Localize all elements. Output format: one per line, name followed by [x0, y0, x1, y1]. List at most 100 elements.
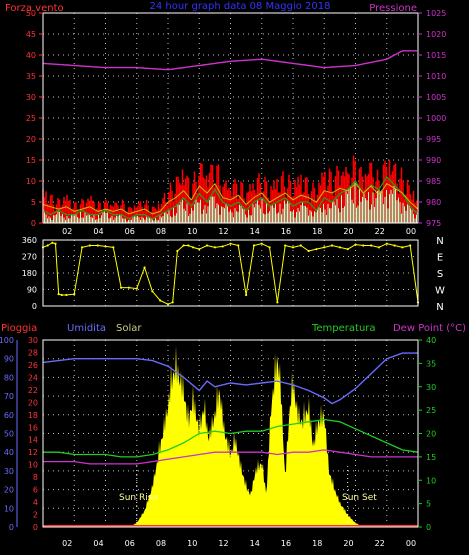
direction-point — [73, 292, 76, 296]
direction-series — [41, 241, 420, 306]
temperature-tick-label: 35 — [426, 359, 436, 368]
rain-tick-label: 26 — [28, 361, 38, 370]
direction-segment — [269, 247, 278, 303]
hour-tick-label: 18 — [312, 539, 322, 548]
wind-trend-line — [42, 182, 419, 215]
direction-point — [166, 303, 170, 306]
compass-label: N — [436, 236, 443, 247]
direction-point — [96, 244, 99, 247]
direction-point — [307, 249, 310, 253]
pressure-tick-label: 980 — [426, 198, 441, 207]
hour-tick-label: 02 — [62, 227, 72, 236]
pressure-tick-label: 1000 — [426, 114, 446, 123]
hour-tick-label: 20 — [343, 539, 353, 548]
direction-segment — [355, 244, 364, 246]
direction-point — [330, 244, 334, 247]
direction-point — [393, 244, 396, 247]
wind-tick-label: 50 — [26, 9, 36, 18]
rain-tick-label: 2 — [33, 511, 38, 520]
rain-axis-title: Pioggia — [1, 323, 37, 334]
direction-point — [291, 246, 295, 249]
wind-tick-label: 10 — [26, 177, 36, 186]
humidity-tick-label: 40 — [4, 448, 14, 457]
hour-tick-label: 00 — [406, 227, 416, 236]
direction-segment — [308, 248, 317, 252]
direction-point — [104, 245, 107, 248]
pressure-right-axis: 975 980 985 990 995 1000 1005 1010 1015 1020 1025 — [418, 9, 446, 228]
wind-tick-label: 5 — [31, 198, 36, 207]
direction-segment — [66, 293, 75, 296]
direction-segment — [245, 245, 255, 296]
rain-tick-label: 18 — [28, 411, 38, 420]
direction-tick-label: 180 — [22, 269, 37, 278]
pressure-tick-label: 1020 — [426, 30, 446, 39]
humidity-tick-label: 0 — [9, 523, 14, 532]
hour-tick-label: 10 — [187, 539, 197, 548]
direction-segment — [112, 247, 122, 288]
humidity-tick-label: 50 — [4, 430, 14, 439]
direction-segment — [261, 243, 270, 248]
humidity-line — [42, 352, 418, 405]
direction-point — [284, 244, 287, 247]
direction-grid — [43, 240, 418, 306]
direction-segment — [144, 267, 153, 292]
temperature-axis-title: Temperatura — [311, 323, 376, 334]
humidity-tick-label: 80 — [4, 373, 14, 382]
hour-tick-label: 08 — [156, 227, 166, 236]
direction-point — [159, 299, 162, 302]
direction-point — [229, 242, 232, 245]
direction-segment — [324, 245, 333, 248]
hour-tick-label: 16 — [281, 539, 291, 548]
direction-segment — [97, 245, 106, 247]
temperature-tick-label: 20 — [426, 430, 436, 439]
solar-area — [43, 345, 418, 527]
compass-label: S — [437, 269, 443, 280]
temperature-right-axis: 0 5 10 15 20 25 30 35 40 — [418, 336, 436, 532]
hour-tick-label: 14 — [250, 227, 260, 236]
direction-segment — [206, 245, 215, 248]
direction-segment — [199, 245, 208, 250]
compass-label: N — [436, 302, 443, 313]
direction-point — [135, 287, 138, 290]
wind-tick-label: 35 — [26, 72, 36, 81]
wind-tick-label: 25 — [26, 114, 36, 123]
direction-point — [260, 242, 263, 245]
direction-segment — [136, 267, 146, 289]
direction-segment — [378, 243, 387, 248]
direction-tick-label: 360 — [22, 236, 37, 245]
direction-frame — [42, 239, 419, 307]
humidity-tick-label: 60 — [4, 411, 14, 420]
wind-tick-label: 45 — [26, 30, 36, 39]
hour-tick-label: 22 — [375, 539, 385, 548]
direction-point — [299, 244, 302, 247]
direction-point — [370, 244, 373, 247]
direction-point — [191, 246, 195, 249]
direction-point — [221, 245, 224, 248]
rain-tick-label: 16 — [28, 423, 38, 432]
direction-segment — [292, 245, 301, 248]
wind-axis-title: Forza vento — [5, 3, 64, 14]
direction-point — [120, 286, 123, 289]
wind-series — [42, 50, 419, 223]
temperature-line — [43, 418, 419, 458]
direction-segment — [128, 287, 137, 290]
direction-left-axis: 0 90 180 270 360 — [22, 236, 37, 311]
direction-point — [338, 246, 341, 249]
humidity-tick-label: 20 — [4, 486, 14, 495]
direction-point — [60, 293, 63, 297]
hour-tick-label: 14 — [250, 539, 260, 548]
direction-segment — [371, 245, 380, 248]
humidity-axis-title: Umidita — [67, 323, 106, 334]
direction-point — [377, 246, 381, 249]
hour-tick-label: 00 — [406, 539, 416, 548]
direction-point — [401, 246, 404, 249]
rain-tick-label: 24 — [28, 373, 38, 382]
direction-segment — [285, 245, 294, 248]
direction-point — [268, 246, 271, 249]
rain-tick-label: 28 — [28, 348, 38, 357]
direction-point — [187, 244, 190, 247]
hour-tick-label: 16 — [281, 227, 291, 236]
direction-point — [354, 243, 357, 246]
